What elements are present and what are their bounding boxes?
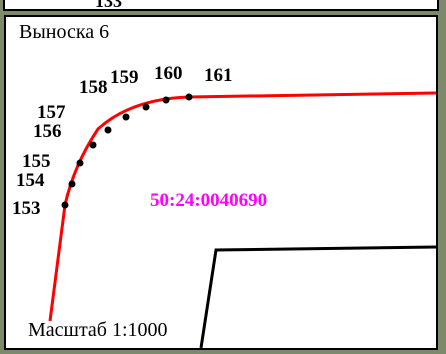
point-label-155: 155	[22, 151, 51, 172]
point-label-154: 154	[16, 170, 45, 191]
point-label-153: 153	[12, 198, 41, 219]
scale-label: Масштаб 1:1000	[28, 319, 168, 341]
point-label-156: 156	[33, 121, 62, 142]
neighbor-boundary-line	[199, 245, 436, 348]
vertex-154	[68, 180, 76, 188]
callout-frame: Выноска 6 153 154 155 156 157 158 159 160 161 50…	[4, 15, 438, 350]
vertex-155	[76, 159, 84, 167]
vertex-156	[89, 141, 97, 149]
cadastral-number: 50:24:0040690	[150, 190, 267, 211]
boundary-vertices	[61, 93, 193, 209]
previous-point-label: 133	[95, 0, 122, 11]
vertex-158	[122, 113, 130, 121]
callout-title: Выноска 6	[19, 21, 110, 43]
vertex-159	[142, 103, 150, 111]
vertex-153	[61, 201, 69, 209]
previous-callout-frame: 133	[3, 0, 439, 11]
point-label-159: 159	[110, 67, 139, 88]
vertex-161	[185, 93, 193, 101]
vertex-157	[104, 126, 112, 134]
point-label-158: 158	[79, 77, 108, 98]
point-label-157: 157	[37, 102, 66, 123]
top-strip: 133	[0, 0, 446, 12]
point-label-161: 161	[204, 65, 233, 86]
point-label-160: 160	[154, 63, 183, 84]
vertex-160	[162, 96, 170, 104]
